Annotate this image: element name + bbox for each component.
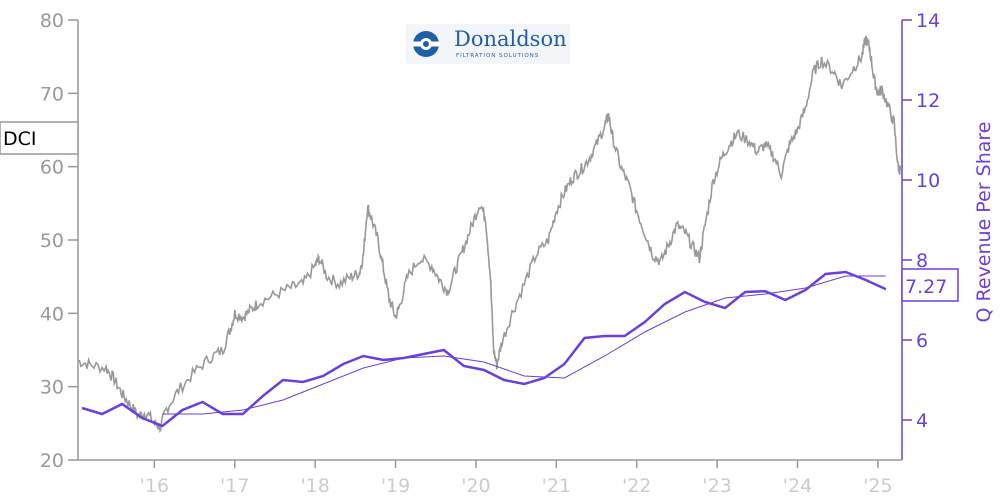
right-axis-title: Q Revenue Per Share xyxy=(973,122,995,323)
x-tick-label: '25 xyxy=(863,475,892,497)
series-line-revenue-trend xyxy=(162,275,886,415)
x-tick-label: '21 xyxy=(542,475,571,497)
x-tick-label: '19 xyxy=(381,475,410,497)
right-tick-label: 14 xyxy=(916,10,940,32)
right-tick-label: 8 xyxy=(916,250,928,272)
series-line-dci xyxy=(77,35,902,434)
logo-tagline: FILTRATION SOLUTIONS xyxy=(456,53,539,59)
left-tick-label: 30 xyxy=(40,377,64,399)
x-tick-label: '18 xyxy=(300,475,329,497)
left-tick-label: 70 xyxy=(40,83,64,105)
last-value-badge: 7.27 xyxy=(901,268,959,302)
left-tick-label: 80 xyxy=(40,10,64,32)
x-tick-label: '23 xyxy=(702,475,731,497)
series-line-revenue xyxy=(81,270,887,428)
right-tick-label: 10 xyxy=(916,170,940,192)
last-value-label: 7.27 xyxy=(905,276,947,298)
ticker-badge: DCI xyxy=(0,121,79,155)
x-axis-ticks: '16 '17 '18 '19 '20 '21 '22 '23 '24 '25 xyxy=(140,460,893,497)
ticker-label: DCI xyxy=(3,128,37,150)
left-tick-label: 40 xyxy=(40,303,64,325)
left-tick-label: 50 xyxy=(40,230,64,252)
x-tick-label: '20 xyxy=(461,475,490,497)
right-axis-ticks: 4 6 8 10 12 14 xyxy=(902,10,940,432)
left-tick-label: 20 xyxy=(40,450,64,472)
left-axis-ticks: 20 30 40 50 60 70 80 xyxy=(40,10,78,472)
logo-wordmark: Donaldson xyxy=(454,27,567,51)
x-tick-label: '17 xyxy=(220,475,249,497)
right-tick-label: 6 xyxy=(916,330,928,352)
x-tick-label: '16 xyxy=(140,475,169,497)
right-tick-label: 12 xyxy=(916,90,940,112)
x-tick-label: '24 xyxy=(783,475,812,497)
x-tick-label: '22 xyxy=(622,475,651,497)
company-logo: Donaldson FILTRATION SOLUTIONS xyxy=(406,24,570,64)
left-tick-label: 60 xyxy=(40,157,64,179)
right-tick-label: 4 xyxy=(916,410,928,432)
